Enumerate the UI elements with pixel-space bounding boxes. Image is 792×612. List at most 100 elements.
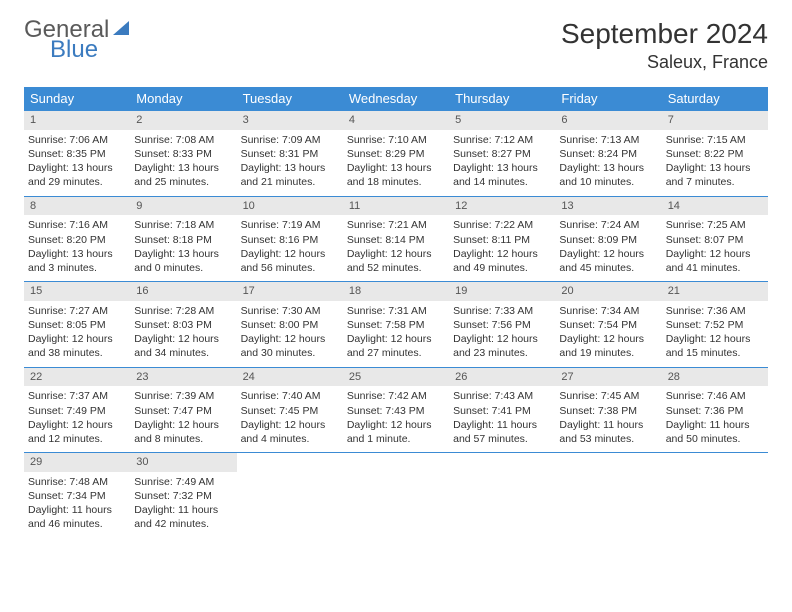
day-info-cell — [662, 472, 768, 538]
daylight-line: Daylight: 13 hours and 29 minutes. — [28, 161, 126, 189]
weekday-header: Wednesday — [343, 87, 449, 111]
daylight-line: Daylight: 12 hours and 4 minutes. — [241, 418, 339, 446]
weekday-header: Monday — [130, 87, 236, 111]
sunrise-line: Sunrise: 7:08 AM — [134, 133, 232, 147]
day-number-cell: 18 — [343, 282, 449, 301]
day-number-cell: 26 — [449, 367, 555, 386]
sunset-line: Sunset: 8:24 PM — [559, 147, 657, 161]
daylight-line: Daylight: 11 hours and 57 minutes. — [453, 418, 551, 446]
day-number-cell: 22 — [24, 367, 130, 386]
day-info-cell: Sunrise: 7:15 AMSunset: 8:22 PMDaylight:… — [662, 130, 768, 196]
day-number-cell: 11 — [343, 196, 449, 215]
day-number-cell — [555, 453, 661, 472]
sunrise-line: Sunrise: 7:25 AM — [666, 218, 764, 232]
sunrise-line: Sunrise: 7:13 AM — [559, 133, 657, 147]
sunrise-line: Sunrise: 7:27 AM — [28, 304, 126, 318]
day-info-cell: Sunrise: 7:10 AMSunset: 8:29 PMDaylight:… — [343, 130, 449, 196]
day-number-row: 15161718192021 — [24, 282, 768, 301]
day-number-cell: 9 — [130, 196, 236, 215]
daylight-line: Daylight: 12 hours and 41 minutes. — [666, 247, 764, 275]
sunset-line: Sunset: 8:35 PM — [28, 147, 126, 161]
day-info-cell: Sunrise: 7:28 AMSunset: 8:03 PMDaylight:… — [130, 301, 236, 367]
day-number-cell — [449, 453, 555, 472]
weekday-header-row: SundayMondayTuesdayWednesdayThursdayFrid… — [24, 87, 768, 111]
daylight-line: Daylight: 11 hours and 50 minutes. — [666, 418, 764, 446]
sunrise-line: Sunrise: 7:06 AM — [28, 133, 126, 147]
day-number-cell: 13 — [555, 196, 661, 215]
sunset-line: Sunset: 7:34 PM — [28, 489, 126, 503]
calendar-body: 1234567Sunrise: 7:06 AMSunset: 8:35 PMDa… — [24, 111, 768, 538]
sunrise-line: Sunrise: 7:30 AM — [241, 304, 339, 318]
sunset-line: Sunset: 8:16 PM — [241, 233, 339, 247]
title-block: September 2024 Saleux, France — [561, 18, 768, 73]
sunset-line: Sunset: 8:00 PM — [241, 318, 339, 332]
day-info-cell: Sunrise: 7:34 AMSunset: 7:54 PMDaylight:… — [555, 301, 661, 367]
sunset-line: Sunset: 8:27 PM — [453, 147, 551, 161]
day-number-cell: 4 — [343, 111, 449, 130]
sunset-line: Sunset: 8:33 PM — [134, 147, 232, 161]
daylight-line: Daylight: 12 hours and 1 minute. — [347, 418, 445, 446]
sunrise-line: Sunrise: 7:21 AM — [347, 218, 445, 232]
daylight-line: Daylight: 12 hours and 45 minutes. — [559, 247, 657, 275]
sunrise-line: Sunrise: 7:49 AM — [134, 475, 232, 489]
day-info-cell: Sunrise: 7:43 AMSunset: 7:41 PMDaylight:… — [449, 386, 555, 452]
daylight-line: Daylight: 12 hours and 49 minutes. — [453, 247, 551, 275]
sunset-line: Sunset: 7:38 PM — [559, 404, 657, 418]
daylight-line: Daylight: 13 hours and 18 minutes. — [347, 161, 445, 189]
month-title: September 2024 — [561, 18, 768, 50]
sunset-line: Sunset: 8:18 PM — [134, 233, 232, 247]
sunrise-line: Sunrise: 7:28 AM — [134, 304, 232, 318]
week-info-row: Sunrise: 7:16 AMSunset: 8:20 PMDaylight:… — [24, 215, 768, 281]
sunrise-line: Sunrise: 7:12 AM — [453, 133, 551, 147]
daylight-line: Daylight: 13 hours and 10 minutes. — [559, 161, 657, 189]
daylight-line: Daylight: 12 hours and 12 minutes. — [28, 418, 126, 446]
sunset-line: Sunset: 8:22 PM — [666, 147, 764, 161]
daylight-line: Daylight: 11 hours and 53 minutes. — [559, 418, 657, 446]
day-info-cell: Sunrise: 7:36 AMSunset: 7:52 PMDaylight:… — [662, 301, 768, 367]
sunset-line: Sunset: 7:45 PM — [241, 404, 339, 418]
day-number-cell: 30 — [130, 453, 236, 472]
day-info-cell — [555, 472, 661, 538]
day-number-cell: 25 — [343, 367, 449, 386]
day-info-cell: Sunrise: 7:31 AMSunset: 7:58 PMDaylight:… — [343, 301, 449, 367]
sunrise-line: Sunrise: 7:42 AM — [347, 389, 445, 403]
week-info-row: Sunrise: 7:37 AMSunset: 7:49 PMDaylight:… — [24, 386, 768, 452]
day-number-cell — [237, 453, 343, 472]
day-number-cell: 21 — [662, 282, 768, 301]
daylight-line: Daylight: 13 hours and 21 minutes. — [241, 161, 339, 189]
day-info-cell: Sunrise: 7:40 AMSunset: 7:45 PMDaylight:… — [237, 386, 343, 452]
sunset-line: Sunset: 8:11 PM — [453, 233, 551, 247]
daylight-line: Daylight: 11 hours and 46 minutes. — [28, 503, 126, 531]
sunset-line: Sunset: 7:49 PM — [28, 404, 126, 418]
sunrise-line: Sunrise: 7:16 AM — [28, 218, 126, 232]
sunrise-line: Sunrise: 7:34 AM — [559, 304, 657, 318]
day-info-cell: Sunrise: 7:06 AMSunset: 8:35 PMDaylight:… — [24, 130, 130, 196]
day-number-cell: 14 — [662, 196, 768, 215]
sunset-line: Sunset: 7:43 PM — [347, 404, 445, 418]
day-info-cell: Sunrise: 7:37 AMSunset: 7:49 PMDaylight:… — [24, 386, 130, 452]
sunrise-line: Sunrise: 7:45 AM — [559, 389, 657, 403]
page-header: General Blue September 2024 Saleux, Fran… — [24, 18, 768, 73]
week-info-row: Sunrise: 7:06 AMSunset: 8:35 PMDaylight:… — [24, 130, 768, 196]
sunrise-line: Sunrise: 7:10 AM — [347, 133, 445, 147]
day-number-row: 2930 — [24, 453, 768, 472]
day-info-cell: Sunrise: 7:25 AMSunset: 8:07 PMDaylight:… — [662, 215, 768, 281]
day-info-cell: Sunrise: 7:27 AMSunset: 8:05 PMDaylight:… — [24, 301, 130, 367]
week-info-row: Sunrise: 7:27 AMSunset: 8:05 PMDaylight:… — [24, 301, 768, 367]
sunrise-line: Sunrise: 7:37 AM — [28, 389, 126, 403]
day-number-row: 22232425262728 — [24, 367, 768, 386]
daylight-line: Daylight: 13 hours and 14 minutes. — [453, 161, 551, 189]
daylight-line: Daylight: 12 hours and 56 minutes. — [241, 247, 339, 275]
sunrise-line: Sunrise: 7:33 AM — [453, 304, 551, 318]
brand-logo: General Blue — [24, 18, 131, 62]
sunrise-line: Sunrise: 7:31 AM — [347, 304, 445, 318]
sunrise-line: Sunrise: 7:46 AM — [666, 389, 764, 403]
weekday-header: Thursday — [449, 87, 555, 111]
day-info-cell: Sunrise: 7:45 AMSunset: 7:38 PMDaylight:… — [555, 386, 661, 452]
day-number-cell: 10 — [237, 196, 343, 215]
daylight-line: Daylight: 13 hours and 0 minutes. — [134, 247, 232, 275]
day-number-cell: 20 — [555, 282, 661, 301]
day-number-cell: 3 — [237, 111, 343, 130]
weekday-header: Sunday — [24, 87, 130, 111]
sunrise-line: Sunrise: 7:15 AM — [666, 133, 764, 147]
